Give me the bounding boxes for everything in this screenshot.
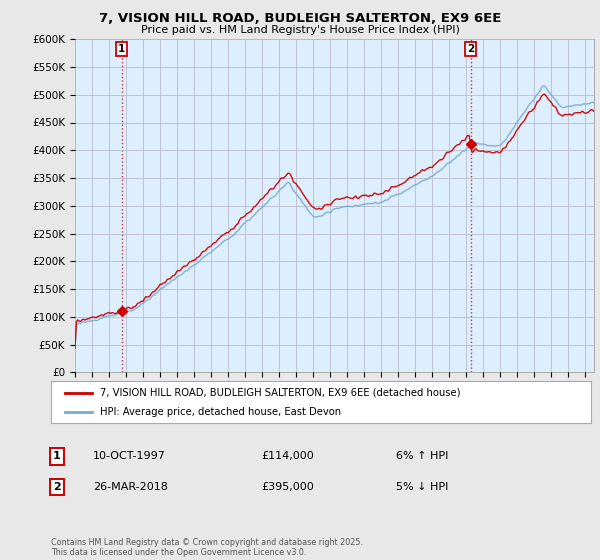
- Text: Price paid vs. HM Land Registry's House Price Index (HPI): Price paid vs. HM Land Registry's House …: [140, 25, 460, 35]
- Text: 2: 2: [53, 482, 61, 492]
- Text: 7, VISION HILL ROAD, BUDLEIGH SALTERTON, EX9 6EE: 7, VISION HILL ROAD, BUDLEIGH SALTERTON,…: [99, 12, 501, 25]
- Text: 1: 1: [53, 451, 61, 461]
- Text: 26-MAR-2018: 26-MAR-2018: [93, 482, 168, 492]
- Text: HPI: Average price, detached house, East Devon: HPI: Average price, detached house, East…: [100, 407, 341, 417]
- Text: £114,000: £114,000: [261, 451, 314, 461]
- Text: 10-OCT-1997: 10-OCT-1997: [93, 451, 166, 461]
- Text: 2: 2: [467, 44, 474, 54]
- Text: 5% ↓ HPI: 5% ↓ HPI: [396, 482, 448, 492]
- Text: 1: 1: [118, 44, 125, 54]
- Text: £395,000: £395,000: [261, 482, 314, 492]
- Text: Contains HM Land Registry data © Crown copyright and database right 2025.
This d: Contains HM Land Registry data © Crown c…: [51, 538, 363, 557]
- Text: 6% ↑ HPI: 6% ↑ HPI: [396, 451, 448, 461]
- Text: 7, VISION HILL ROAD, BUDLEIGH SALTERTON, EX9 6EE (detached house): 7, VISION HILL ROAD, BUDLEIGH SALTERTON,…: [100, 388, 460, 398]
